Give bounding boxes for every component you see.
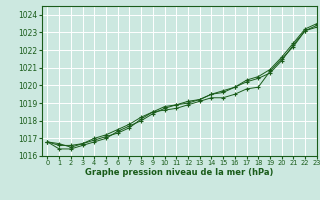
X-axis label: Graphe pression niveau de la mer (hPa): Graphe pression niveau de la mer (hPa) (85, 168, 273, 177)
